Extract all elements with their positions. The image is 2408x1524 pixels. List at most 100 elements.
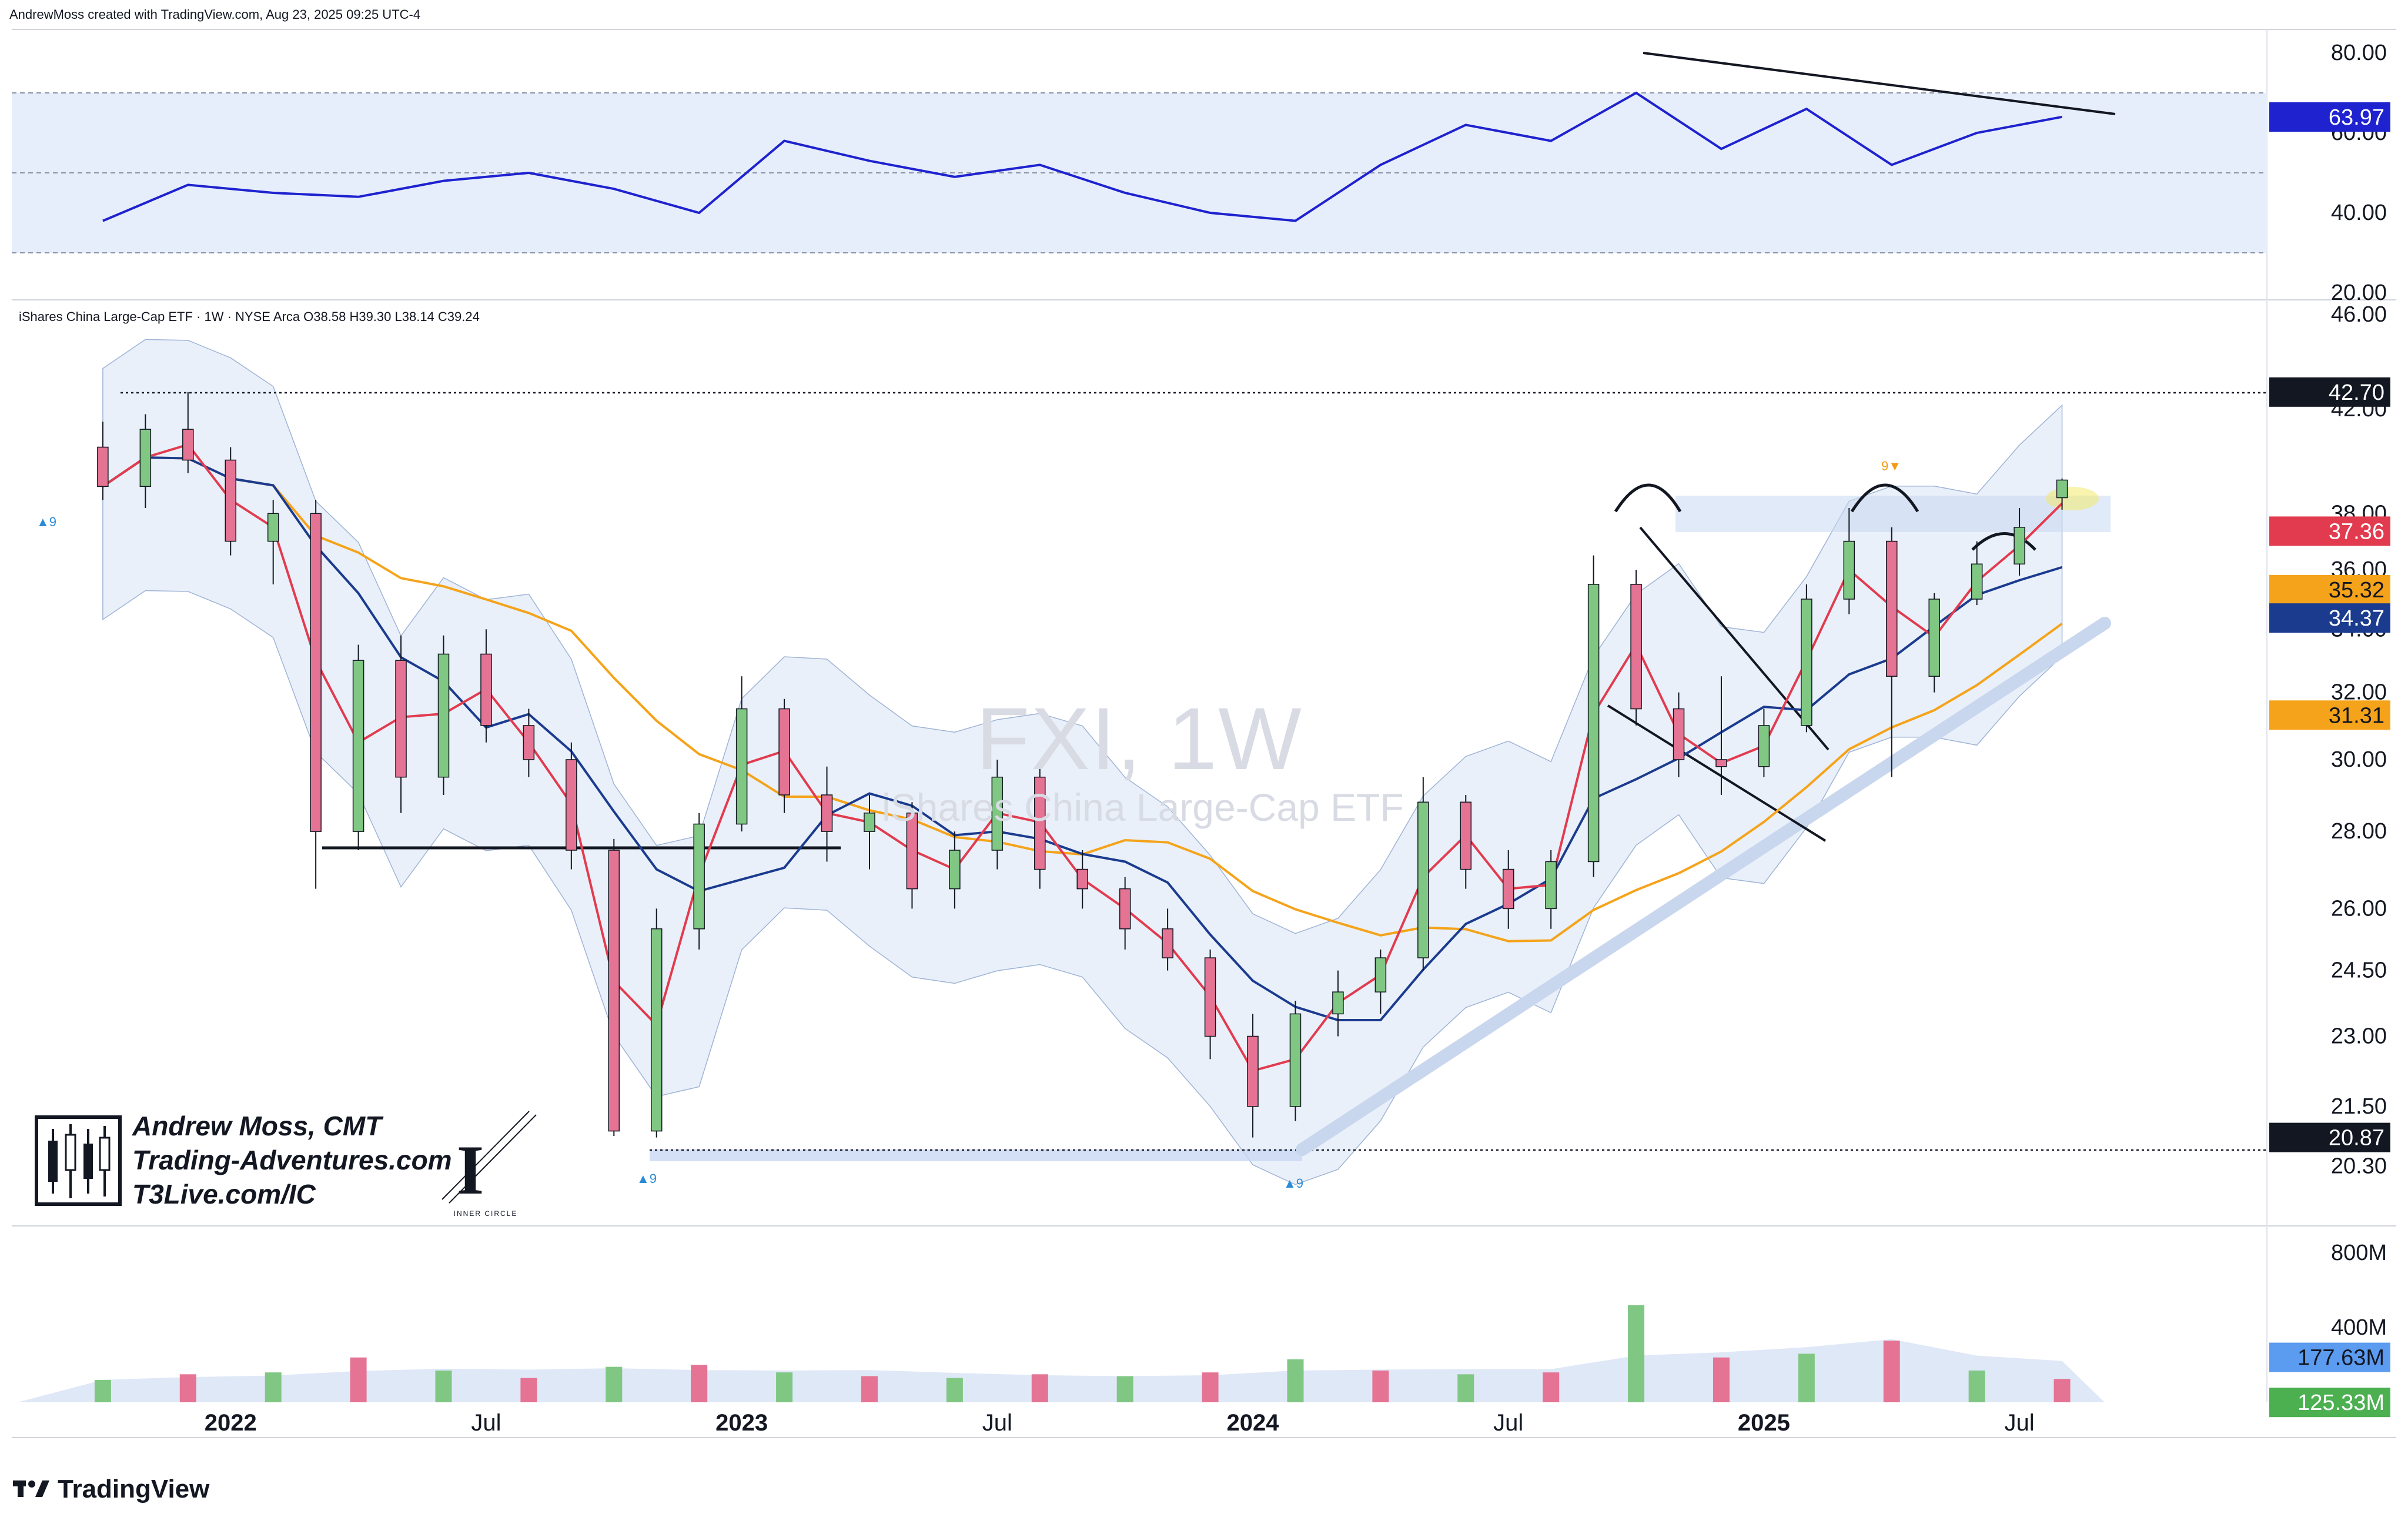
candle-2024-07 <box>1502 850 1514 929</box>
candle-2023-01 <box>735 676 748 832</box>
td-marker-3: ▲9 <box>1283 1176 1303 1191</box>
author-site: Trading-Adventures.com <box>132 1145 452 1175</box>
price-tag-35.32: 35.32 <box>2269 574 2390 604</box>
candle-2022-12 <box>693 813 705 950</box>
volume-panel <box>18 1305 2105 1402</box>
svg-text:37.36: 37.36 <box>2329 519 2384 544</box>
candle-2024-05 <box>1417 777 1429 971</box>
candle-2022-11 <box>650 908 663 1138</box>
time-tick: 2024 <box>1227 1410 1280 1436</box>
highlight-oval <box>2046 487 2099 510</box>
rsi-tick: 80.00 <box>2331 41 2387 65</box>
candle-2024-06 <box>1460 794 1472 889</box>
candle-2022-06 <box>437 635 450 795</box>
candle-2023-08 <box>1034 766 1046 889</box>
inner-circle-logo: I INNER CIRCLE <box>442 1111 537 1218</box>
svg-text:31.31: 31.31 <box>2329 703 2384 728</box>
candle-2024-01 <box>1247 1014 1259 1138</box>
candle-2023-04 <box>864 794 875 870</box>
rsi-line <box>102 91 2062 222</box>
td-marker-4: 9▼ <box>1881 459 1901 473</box>
volume-bar-2022-10 <box>606 1366 623 1402</box>
price-tag-31.31: 31.31 <box>2269 700 2390 730</box>
candle-2022-05 <box>395 635 407 813</box>
candle-2024-10 <box>1630 570 1642 726</box>
rsi-tick: 40.00 <box>2331 200 2387 225</box>
price-tag-42.70: 42.70 <box>2269 377 2390 407</box>
volume-bar-2025-08 <box>2054 1379 2071 1402</box>
volume-tick: 800M <box>2331 1241 2387 1265</box>
author-link: T3Live.com/IC <box>132 1179 316 1209</box>
time-axis: 2022 Jul 2023 Jul 2024 Jul 2025 Jul <box>205 1410 2035 1436</box>
volume-bar-2025-06 <box>1968 1371 1985 1402</box>
volume-avg-tag: 177.63M <box>2269 1342 2390 1372</box>
price-panel: ▲9 ▲9 ▲9 9▼ <box>36 339 2267 1191</box>
td-marker-2: ▲9 <box>637 1171 657 1186</box>
candle-2024-11 <box>1673 692 1685 777</box>
arc-2 <box>1850 483 1919 513</box>
candle-2024-09 <box>1587 555 1600 877</box>
support-zone <box>650 1149 1302 1161</box>
volume-bar-2024-04 <box>1372 1371 1389 1402</box>
candle-2025-01 <box>1758 708 1770 777</box>
candle-2025-02 <box>1801 584 1812 733</box>
candle-2022-08 <box>523 708 535 777</box>
author-name: Andrew Moss, CMT <box>132 1111 382 1141</box>
candle-2024-12 <box>1715 676 1727 795</box>
svg-text:177.63M: 177.63M <box>2297 1346 2384 1371</box>
volume-bar-2022-02 <box>265 1372 282 1402</box>
candle-2021-10 <box>97 422 109 500</box>
time-tick: 2025 <box>1738 1410 1790 1436</box>
volume-bar-2024-02 <box>1287 1359 1304 1402</box>
candle-2023-10 <box>1119 877 1131 950</box>
wedge-upper <box>1639 526 1830 751</box>
candle-2023-06 <box>949 831 961 909</box>
candle-2025-08 <box>2056 478 2068 510</box>
price-tick: 24.50 <box>2331 958 2387 983</box>
candle-2023-03 <box>821 766 833 862</box>
candle-2021-12 <box>182 392 194 473</box>
candle-2025-07 <box>2014 508 2025 576</box>
rising-trend-channel <box>1296 617 2111 1156</box>
inner-circle-text: INNER CIRCLE <box>454 1209 518 1218</box>
svg-text:35.32: 35.32 <box>2329 578 2384 603</box>
volume-bar-2023-08 <box>1031 1374 1048 1402</box>
volume-last-tag: 125.33M <box>2269 1388 2390 1418</box>
candle-2023-07 <box>991 759 1004 870</box>
wedge-lower <box>1607 704 1827 842</box>
time-tick: Jul <box>471 1410 501 1436</box>
svg-text:I: I <box>457 1131 484 1209</box>
candlestick-logo <box>35 1115 122 1206</box>
arc-1 <box>1614 483 1682 513</box>
svg-text:125.33M: 125.33M <box>2297 1391 2384 1415</box>
rsi-tick: 20.00 <box>2331 280 2387 305</box>
candle-2022-03 <box>310 500 322 889</box>
resistance-zone <box>1675 496 2111 532</box>
volume-bar-2025-02 <box>1798 1353 1815 1402</box>
candle-2022-02 <box>267 500 279 584</box>
volume-bar-2021-12 <box>179 1374 196 1402</box>
time-tick: 2022 <box>205 1410 257 1436</box>
volume-bar-2022-08 <box>520 1378 537 1402</box>
candle-2025-03 <box>1843 508 1855 614</box>
price-tags: 63.97 42.70 37.36 35.32 34.37 31.31 20.87 177.6… <box>2269 102 2390 1418</box>
candle-2025-06 <box>1971 541 1983 606</box>
volume-bar-2022-04 <box>350 1357 367 1402</box>
candle-2025-04 <box>1886 527 1898 777</box>
rsi-trendline <box>1643 52 2116 115</box>
price-tick: 30.00 <box>2331 747 2387 772</box>
tradingview-brand[interactable]: TradingView <box>58 1475 210 1503</box>
candle-2024-03 <box>1332 970 1344 1037</box>
candle-2022-04 <box>352 644 364 851</box>
watermark-ticker: FXI, 1W <box>976 689 1303 788</box>
volume-bar-2023-10 <box>1116 1376 1133 1402</box>
candle-2022-09 <box>566 742 577 870</box>
price-tick: 46.00 <box>2331 302 2387 327</box>
time-tick: Jul <box>982 1410 1012 1436</box>
price-tick: 28.00 <box>2331 819 2387 844</box>
price-tick: 21.50 <box>2331 1094 2387 1119</box>
rsi-value-tag: 63.97 <box>2269 102 2390 132</box>
candle-2022-10 <box>608 838 620 1137</box>
symbol-info-line[interactable]: iShares China Large-Cap ETF · 1W · NYSE … <box>19 309 480 324</box>
